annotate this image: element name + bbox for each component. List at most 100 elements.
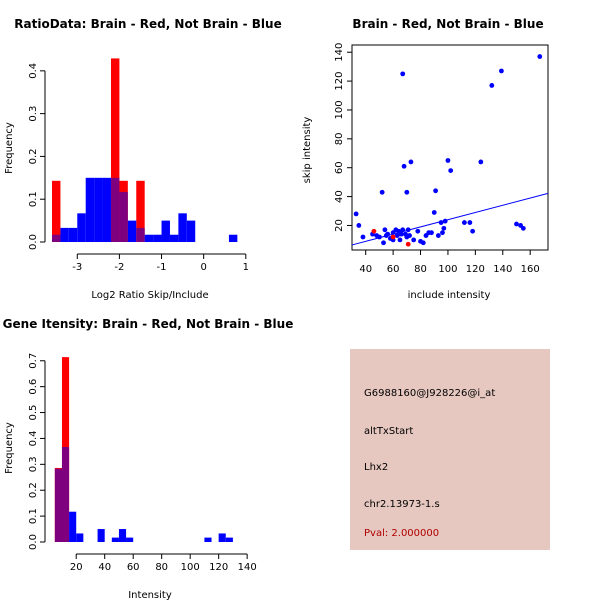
hist-bar-not-brain	[97, 529, 105, 542]
scatter-point-not-brain	[400, 71, 406, 77]
hist-bar-overlap	[54, 468, 62, 542]
hist-bar-not-brain	[144, 234, 154, 242]
scatter-point-not-brain	[514, 221, 519, 227]
hist-bar-not-brain	[228, 234, 238, 242]
scatter-point-brain	[390, 234, 396, 240]
ratio-hist-xlabel: Log2 Ratio Skip/Include	[91, 290, 208, 301]
y-tick-label: 0.1	[28, 508, 39, 524]
hist-bar-not-brain	[169, 234, 179, 242]
ratio-hist-axes: -3 -2 -1 0 1 0.0 0.1 0.2 0.3 0.4	[28, 63, 249, 273]
x-tick-label: 100	[438, 264, 457, 275]
scatter-point-not-brain	[537, 54, 543, 59]
scatter-point-not-brain	[438, 220, 444, 225]
ratio-hist-title: RatioData: Brain - Red, Not Brain - Blue	[14, 17, 281, 31]
scatter-point-not-brain	[520, 225, 526, 231]
scatter-point-not-brain	[353, 211, 359, 217]
scatter-point-not-brain	[400, 227, 406, 233]
hist-bar-not-brain	[204, 537, 212, 542]
scatter-ylabel: skip intensity	[302, 117, 313, 184]
scatter-point-not-brain	[385, 231, 391, 237]
hist-bar-not-brain	[68, 227, 78, 242]
x-tick-label: 60	[387, 264, 400, 275]
scatter-point-not-brain	[498, 68, 504, 74]
y-tick-label: 0.4	[28, 430, 39, 446]
scatter-point-not-brain	[433, 188, 439, 194]
scatter-point-not-brain	[382, 227, 388, 233]
ratio-hist-bars	[52, 58, 238, 243]
scatter-point-not-brain	[489, 83, 495, 88]
scatter-point-brain	[371, 228, 377, 234]
info-panel-background	[350, 349, 550, 550]
intensity-hist-bars	[54, 357, 233, 542]
intensity-hist-ylabel: Frequency	[4, 422, 15, 474]
hist-bar-not-brain	[77, 213, 86, 242]
hist-bar-overlap	[110, 177, 120, 242]
hist-bar-not-brain	[85, 177, 95, 242]
info-pval: Pval: 2.000000	[364, 528, 439, 539]
scatter-plot-box	[351, 44, 549, 251]
y-tick-label: 140	[334, 43, 345, 62]
scatter-point-not-brain	[435, 233, 441, 238]
y-tick-label: 80	[334, 132, 345, 145]
hist-bar-not-brain	[94, 177, 103, 242]
hist-bar-not-brain	[186, 220, 196, 242]
hist-bar-not-brain	[218, 533, 226, 542]
y-tick-label: 0.2	[28, 148, 39, 164]
x-tick-label: 1	[243, 262, 249, 273]
scatter-point-not-brain	[379, 189, 385, 195]
hist-bar-not-brain	[111, 537, 119, 542]
scatter-point-not-brain	[420, 240, 426, 246]
scatter-xlabel: include intensity	[408, 290, 491, 301]
x-tick-label: 160	[521, 264, 540, 275]
hist-bar-not-brain	[225, 537, 233, 542]
x-tick-label: 140	[493, 264, 512, 275]
x-tick-label: 0	[200, 262, 206, 273]
y-tick-label: 0.3	[28, 106, 39, 122]
scatter-point-not-brain	[381, 240, 386, 246]
info-gene-name: Lhx2	[364, 462, 388, 473]
x-tick-label: -3	[72, 262, 82, 273]
x-tick-label: 80	[414, 264, 427, 275]
scatter-point-not-brain	[356, 223, 362, 228]
ratio-histogram-panel: RatioData: Brain - Red, Not Brain - Blue…	[4, 17, 282, 301]
y-tick-label: 0.5	[28, 405, 39, 421]
info-event-type: altTxStart	[364, 426, 413, 437]
scatter-axes: 40 60 80 100 120 140 160 20 40 60 80 100 120 140	[334, 43, 540, 275]
scatter-point-not-brain	[429, 230, 434, 236]
hist-bar-not-brain	[178, 213, 187, 242]
scatter-point-not-brain	[394, 233, 400, 238]
scatter-point-not-brain	[441, 225, 447, 231]
hist-bar-brain	[136, 180, 145, 242]
y-tick-label: 0.1	[28, 191, 39, 207]
x-tick-label: 40	[98, 562, 111, 573]
scatter-point-not-brain	[431, 210, 437, 215]
y-tick-label: 0.7	[28, 353, 39, 369]
scatter-point-not-brain	[398, 231, 404, 237]
scatter-point-not-brain	[440, 230, 445, 236]
hist-bar-not-brain	[118, 529, 127, 542]
x-tick-label: 100	[181, 562, 200, 573]
hist-bar-not-brain	[102, 177, 111, 242]
x-tick-label: -1	[157, 262, 167, 273]
scatter-point-not-brain	[415, 228, 421, 234]
x-tick-label: 40	[359, 264, 372, 275]
info-location: chr2.13973-1.s	[364, 499, 440, 510]
x-tick-label: 140	[238, 562, 257, 573]
x-tick-label: 20	[70, 562, 83, 573]
y-tick-label: 40	[334, 190, 345, 203]
y-tick-label: 0.4	[28, 63, 39, 79]
scatter-panel: Brain - Red, Not Brain - Blue 40 60 80 100 1…	[302, 17, 549, 301]
y-tick-label: 0.0	[28, 234, 39, 250]
y-tick-label: 60	[334, 161, 345, 174]
hist-bar-brain	[110, 58, 120, 243]
intensity-hist-title: Gene Itensity: Brain - Red, Not Brain - …	[3, 317, 294, 331]
info-panel: G6988160@J928226@i_at altTxStart Lhx2 ch…	[350, 349, 550, 550]
scatter-point-not-brain	[377, 234, 382, 240]
hist-bar-not-brain	[126, 537, 134, 542]
x-tick-label: 80	[155, 562, 168, 573]
scatter-points	[353, 54, 543, 247]
hist-bar-not-brain	[153, 234, 162, 242]
intensity-hist-axes: 20 40 60 80 100 120 140 0.0 0.1 0.2 0.3 0.4 0.5 0.6 0.…	[28, 353, 257, 573]
x-tick-label: -2	[114, 262, 124, 273]
